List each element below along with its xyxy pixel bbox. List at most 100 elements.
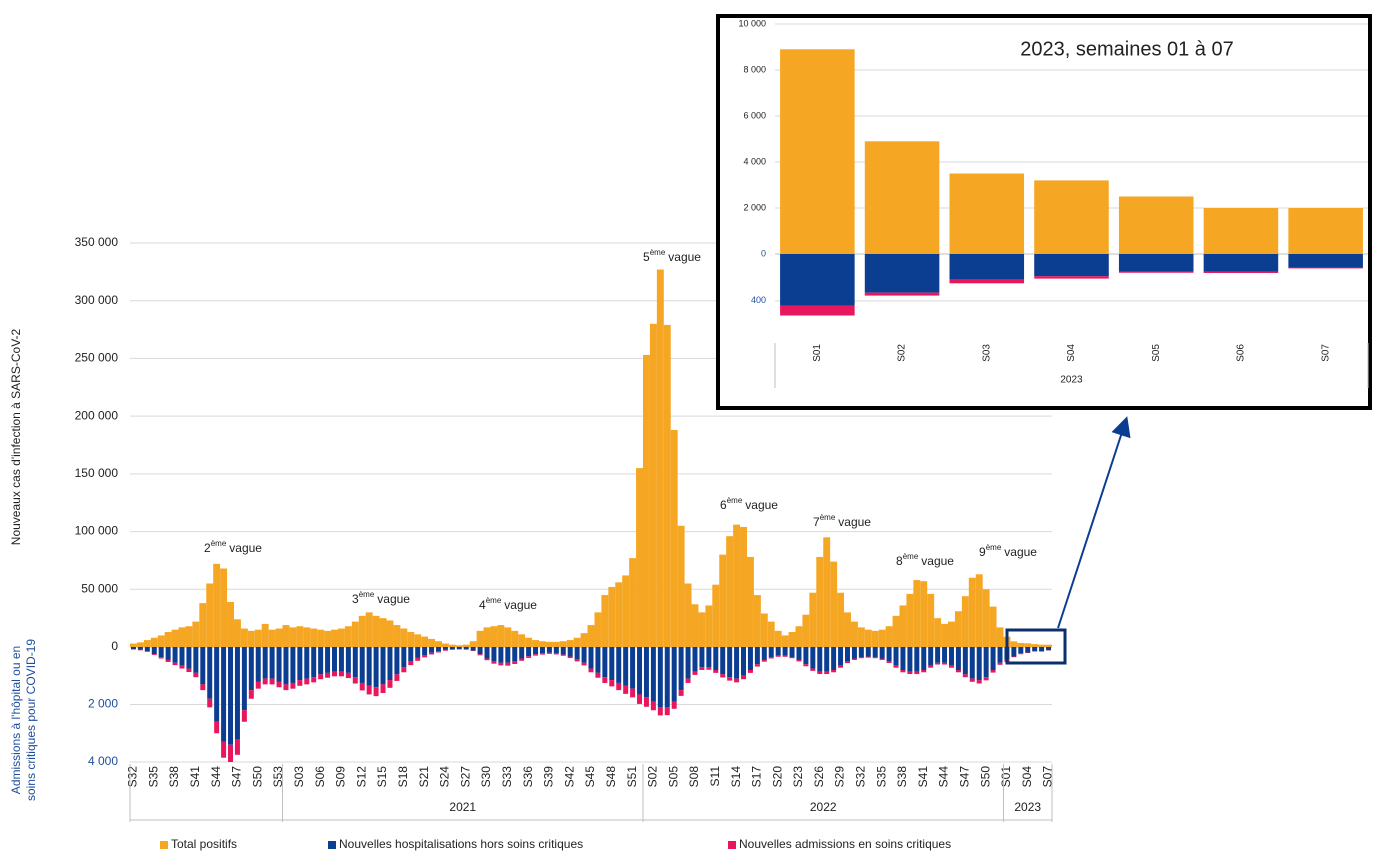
bar-segment [789,657,795,659]
bar [941,623,949,647]
x-tick-label: S44 [937,766,951,788]
y-tick-label: 300 000 [75,293,119,307]
bar [483,627,491,647]
x-tick-label: S47 [230,766,244,788]
bar-segment [921,670,927,673]
x-tick-label: S17 [750,766,764,788]
bar-segment [761,659,767,662]
bar [629,558,637,647]
bar-segment [976,680,982,684]
bar-segment [297,680,303,686]
y-tick-label: 250 000 [75,351,119,365]
bar [878,629,886,647]
bar [539,641,546,647]
bar-segment [144,647,150,652]
x-tick-label: S38 [895,766,909,788]
x-tick-label: S03 [981,344,992,362]
bar-segment [845,661,850,664]
bar [1017,642,1025,647]
bar-segment [1018,653,1024,655]
inset-chart: 2 000 4 000 6 000 8 000 10 000 0 400 S01 S02 S03 S… [716,14,1372,410]
x-tick-label: S38 [167,766,181,788]
bar-segment [1025,652,1031,654]
bar-segment [477,654,483,656]
bar-segment [817,647,823,672]
x-tick-label: S15 [375,766,389,788]
bar-segment [130,647,136,650]
bar-segment [415,647,421,658]
bar-segment [831,647,837,670]
bar-segment [768,657,774,659]
y2-axis-title: soins critiques pour COVID-19 [24,639,38,801]
bar-segment [290,682,296,689]
bar-segment [949,279,1025,284]
bar [712,584,720,647]
group-label: 2022 [810,800,837,814]
bar-segment [359,682,365,691]
bar-segment [519,658,525,661]
bar [830,561,838,647]
bar-segment [539,653,545,655]
bar-segment [366,685,372,695]
bar-segment [435,647,441,652]
bar [636,468,643,647]
bar-segment [526,647,532,657]
bar-segment [872,647,878,658]
bar-segment [158,647,164,658]
bar-segment [588,668,594,673]
bar [268,629,276,647]
bar-segment [228,647,234,745]
bar [233,619,241,647]
x-tick-label: S07 [1320,344,1331,362]
bar [649,323,657,647]
bar [441,643,449,647]
bar [642,354,650,647]
bar [497,625,505,647]
bar [130,643,137,647]
bar-segment [1288,267,1363,269]
x-tick-label: S32 [854,766,868,788]
bar [996,627,1004,647]
bar-segment [442,649,448,651]
bar-segment [325,647,331,673]
bar-segment [435,651,441,653]
bar-segment [969,647,975,679]
bar-segment [401,667,407,673]
wave-ordinal: 8 [896,554,903,568]
bar-segment [942,662,948,665]
bar [961,596,969,647]
x-tick-label: S05 [666,766,680,788]
bar-segment [186,647,192,669]
bar [795,626,803,647]
bar-segment [463,647,469,650]
bar-segment [553,647,559,654]
bar-segment [643,647,649,698]
bar [733,524,741,647]
x-tick-label: S26 [812,766,826,788]
highlight-box [1005,628,1067,665]
bar-segment [338,671,344,677]
y-tick-label: 150 000 [75,466,119,480]
bar-segment [1025,647,1031,653]
bar-segment [401,647,407,668]
bar [136,642,144,647]
bar [566,640,574,647]
bar [837,592,845,647]
bar [157,635,165,647]
bar-segment [539,647,545,654]
bar [705,605,713,647]
x-tick-label: S03 [292,766,306,788]
x-tick-label: S18 [396,766,410,788]
bar-segment [1018,647,1024,654]
bar [150,637,158,647]
wave-text: vague [921,554,954,568]
bar-segment [713,670,719,673]
bar-segment [595,647,601,673]
bar-segment [921,647,927,670]
bar-segment [165,659,171,662]
bar-segment [630,688,636,698]
bar-segment [865,656,871,658]
x-tick-label: S06 [313,766,327,788]
y-tick-label: 10 000 [738,18,766,28]
